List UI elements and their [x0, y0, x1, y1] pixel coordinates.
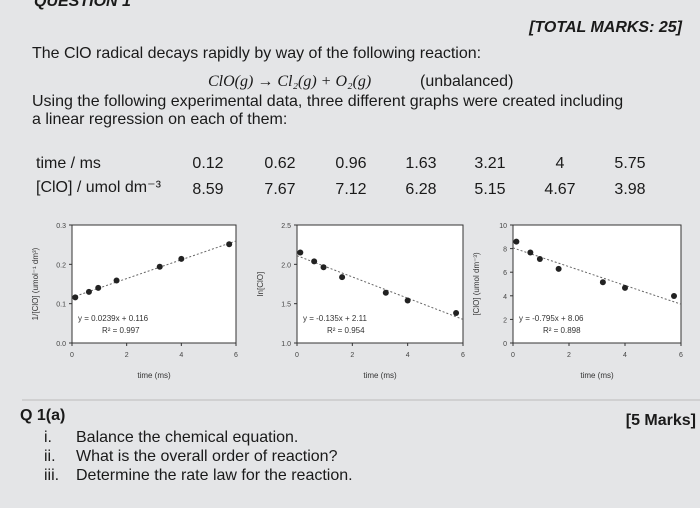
data-point [671, 293, 677, 300]
x-axis-label: time (ms) [137, 371, 171, 380]
data-point [513, 238, 520, 245]
intro: The ClO radical decays rapidly by way of… [32, 45, 481, 62]
y-tick-label: 4 [503, 294, 507, 301]
question-label: Q 1(a) [20, 407, 65, 424]
y-tick-label: 0.3 [56, 223, 66, 230]
plot-area [512, 224, 682, 344]
y-tick-label: 1.0 [281, 341, 291, 348]
data-point [320, 264, 327, 271]
fit-r2: R² = 0.997 [102, 326, 140, 335]
x-tick-label: 2 [350, 352, 354, 359]
data-point [72, 294, 79, 301]
question-marks: [5 Marks] [626, 412, 696, 429]
table-cell: 7.67 [264, 181, 295, 198]
plot-area [296, 224, 464, 344]
fit-equation: y = 0.0239x + 0.116 [78, 314, 149, 323]
x-tick-label: 2 [125, 352, 129, 359]
table-cell: 0.96 [335, 155, 366, 172]
data-point [156, 263, 163, 270]
table-cell: 6.28 [405, 181, 436, 198]
data-point [382, 289, 389, 296]
data-point [555, 265, 562, 272]
x-tick-label: 6 [234, 352, 238, 359]
fit-r2: R² = 0.898 [543, 326, 581, 335]
x-tick-label: 4 [623, 352, 627, 359]
table-cell: 4 [556, 155, 565, 172]
table-cell: 0.62 [264, 155, 295, 172]
table-label: [ClO] / umol dm⁻³ [36, 179, 162, 196]
x-axis-label: time (ms) [580, 371, 614, 380]
table-cell: 4.67 [544, 181, 575, 198]
y-tick-label: 2.5 [281, 223, 291, 230]
table-cell: 5.15 [474, 181, 505, 198]
item-number: i. [44, 429, 52, 446]
x-tick-label: 4 [406, 352, 410, 359]
y-tick-label: 2 [503, 317, 507, 324]
x-tick-label: 0 [70, 352, 74, 359]
fit-r2: R² = 0.954 [327, 326, 365, 335]
x-tick-label: 0 [511, 352, 515, 359]
x-tick-label: 6 [461, 352, 465, 359]
data-point [297, 249, 304, 256]
data-point [113, 277, 120, 284]
y-tick-label: 0.2 [56, 262, 66, 269]
item-text: Determine the rate law for the reaction. [76, 467, 353, 484]
y-tick-label: 8 [503, 247, 507, 254]
data-point [311, 258, 318, 265]
instructions: a linear regression on each of them: [32, 111, 287, 128]
x-tick-label: 4 [179, 352, 183, 359]
y-axis-label: [ClO] (umol dm⁻³) [472, 252, 481, 316]
data-point [404, 297, 411, 304]
table-cell: 3.98 [614, 181, 645, 198]
y-tick-label: 0 [503, 341, 507, 348]
table-cell: 0.12 [192, 155, 223, 172]
data-point [536, 255, 543, 262]
data-point [339, 274, 346, 281]
x-tick-label: 6 [679, 352, 683, 359]
table-cell: 5.75 [614, 155, 645, 172]
x-tick-label: 2 [567, 352, 571, 359]
data-point [226, 241, 233, 248]
data-point [453, 310, 460, 317]
table-cell: 8.59 [192, 181, 223, 198]
item-text: Balance the chemical equation. [76, 429, 298, 446]
y-axis-label: 1/[ClO] (umol⁻¹ dm³) [31, 247, 40, 320]
plot-area [71, 224, 237, 344]
x-tick-label: 0 [295, 352, 299, 359]
total-marks: [TOTAL MARKS: 25] [528, 19, 683, 36]
table-cell: 7.12 [335, 181, 366, 198]
y-tick-label: 10 [499, 223, 507, 230]
data-point [599, 279, 606, 286]
data-point [622, 284, 628, 291]
item-number: ii. [44, 448, 56, 465]
data-point [178, 255, 185, 262]
table-cell: 3.21 [474, 155, 505, 172]
y-tick-label: 2.0 [281, 262, 291, 269]
fit-equation: y = -0.795x + 8.06 [519, 314, 584, 323]
instructions: Using the following experimental data, t… [32, 93, 623, 110]
data-point [527, 249, 534, 256]
table-cell: 1.63 [405, 155, 436, 172]
data-point [95, 284, 102, 291]
reaction-note: (unbalanced) [420, 73, 513, 90]
table-label: time / ms [36, 155, 101, 172]
y-tick-label: 0.1 [56, 302, 66, 309]
data-point [85, 288, 92, 295]
x-axis-label: time (ms) [363, 371, 397, 380]
item-text: What is the overall order of reaction? [76, 448, 338, 465]
fit-equation: y = -0.135x + 2.11 [303, 314, 367, 323]
y-axis-label: ln[ClO] [256, 272, 265, 296]
y-tick-label: 6 [503, 270, 507, 277]
y-tick-label: 1.5 [281, 302, 291, 309]
y-tick-label: 0.0 [56, 341, 66, 348]
item-number: iii. [44, 467, 59, 484]
question-heading: QUESTION 1 [34, 0, 131, 10]
reaction: ClO(g) → Cl₂(g) + O₂(g) [208, 73, 371, 90]
